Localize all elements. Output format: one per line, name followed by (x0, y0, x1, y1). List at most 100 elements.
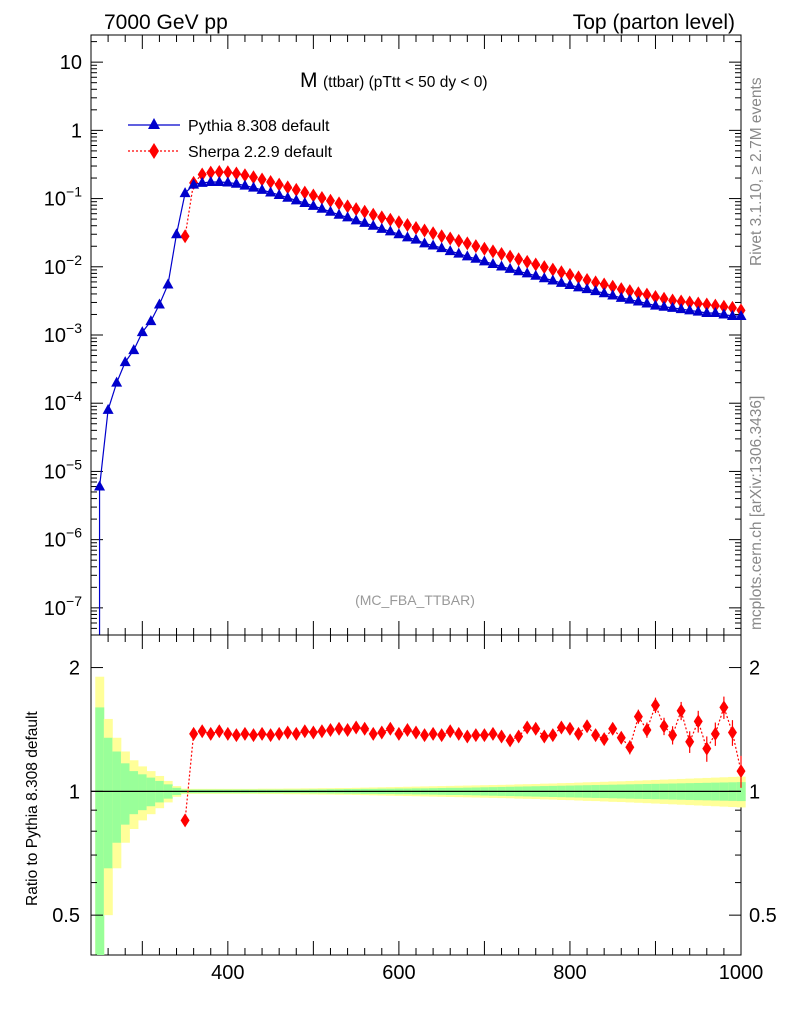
main-y-tick-base: 10 (44, 257, 66, 279)
pythia-point (342, 211, 354, 222)
sherpa-point (685, 295, 695, 310)
pythia-point (692, 305, 704, 316)
pythia-point (393, 228, 405, 239)
pythia-point (179, 187, 191, 198)
sherpa-point (223, 165, 233, 180)
pythia-point (230, 177, 242, 188)
legend-sherpa-label: Sherpa 2.2.9 default (188, 144, 333, 161)
pythia-point (615, 291, 627, 302)
sherpa-ratio-point (360, 721, 370, 736)
pythia-point (564, 279, 576, 290)
sherpa-ratio-point (257, 726, 267, 741)
main-y-tick-exponent: −4 (66, 388, 82, 404)
band-inner-bin (103, 737, 113, 869)
sherpa-ratio-point (693, 714, 703, 729)
sherpa-ratio-point (668, 728, 678, 743)
sherpa-ratio-point (180, 813, 190, 828)
pythia-point (136, 326, 148, 337)
sherpa-point (368, 207, 378, 222)
pythia-point (188, 178, 200, 189)
ratio-uncertainty-band (95, 676, 746, 955)
pythia-point (248, 181, 259, 192)
main-series-layer (94, 165, 747, 635)
sherpa-ratio-point (471, 728, 481, 743)
sherpa-ratio-point (497, 729, 507, 744)
sherpa-ratio-point (633, 709, 643, 724)
sherpa-point (360, 204, 370, 219)
sherpa-ratio-point (505, 733, 515, 748)
sherpa-ratio-point (599, 732, 609, 747)
sherpa-point (591, 275, 601, 290)
sherpa-point (514, 252, 524, 267)
sherpa-point (291, 182, 301, 197)
sherpa-ratio-point (249, 728, 258, 743)
pythia-point (581, 283, 593, 294)
ratio-y-axis-label: Ratio to Pythia 8.308 default (24, 711, 41, 906)
plot-title-sub: (ttbar) (pTtt < 50 dy < 0) (323, 74, 488, 91)
sherpa-point (240, 168, 250, 183)
pythia-point (162, 278, 174, 289)
pythia-point (735, 309, 747, 320)
sherpa-ratio-point (522, 720, 532, 735)
sherpa-point (300, 185, 310, 200)
sherpa-point (402, 217, 412, 232)
pythia-point (624, 293, 636, 304)
main-y-tick-exponent: −2 (66, 252, 82, 268)
pythia-point (256, 183, 268, 194)
sherpa-point (548, 262, 558, 277)
pythia-point (333, 208, 345, 219)
sherpa-ratio-point (556, 720, 566, 735)
sherpa-point (334, 196, 344, 211)
pythia-point (547, 274, 559, 285)
x-tick-label: 400 (211, 962, 244, 984)
pythia-point (470, 252, 482, 263)
pythia-point (478, 255, 490, 266)
pythia-point (384, 225, 396, 236)
sherpa-point (650, 290, 660, 305)
main-y-tick-exponent: −1 (66, 184, 82, 200)
sherpa-ratio-point (283, 725, 293, 740)
pythia-point (555, 276, 567, 287)
pythia-point (401, 231, 413, 242)
pythia-point (419, 237, 431, 248)
sherpa-ratio-point (650, 698, 660, 713)
sherpa-ratio-point (514, 729, 524, 744)
ratio-y-tick-label: 2 (69, 658, 80, 680)
sherpa-point (497, 246, 507, 261)
sherpa-point (394, 215, 404, 230)
main-y-tick-exponent: −7 (66, 593, 82, 609)
pythia-point (376, 222, 388, 233)
sherpa-point (266, 174, 276, 189)
sherpa-point (411, 221, 421, 236)
sherpa-ratio-point (377, 725, 387, 740)
sherpa-ratio-point (240, 726, 250, 741)
sherpa-ratio-point (231, 728, 241, 743)
main-y-tick-label: 10−2 (44, 252, 82, 279)
sherpa-ratio-point (308, 725, 318, 740)
sherpa-ratio-point (351, 720, 361, 735)
sherpa-ratio-point (488, 726, 498, 741)
pythia-point (461, 250, 473, 261)
sherpa-point (479, 241, 489, 256)
pythia-point (239, 179, 251, 190)
pythia-point (316, 202, 328, 213)
sherpa-ratio-point (591, 728, 601, 743)
pythia-point (367, 219, 379, 230)
pythia-point (513, 265, 525, 276)
ratio-series-layer (180, 696, 746, 828)
sherpa-ratio-point (625, 740, 635, 755)
main-y-tick-base: 10 (60, 52, 82, 74)
sherpa-point (206, 165, 216, 180)
sherpa-ratio-point (642, 722, 652, 737)
pythia-point (359, 216, 371, 227)
band-inner-bin (138, 774, 147, 811)
pythia-point (410, 233, 422, 244)
sherpa-point (556, 265, 566, 280)
sherpa-point (445, 231, 455, 246)
sherpa-ratio-point (659, 719, 669, 734)
sherpa-point (488, 244, 498, 259)
sherpa-ratio-point (317, 724, 327, 739)
